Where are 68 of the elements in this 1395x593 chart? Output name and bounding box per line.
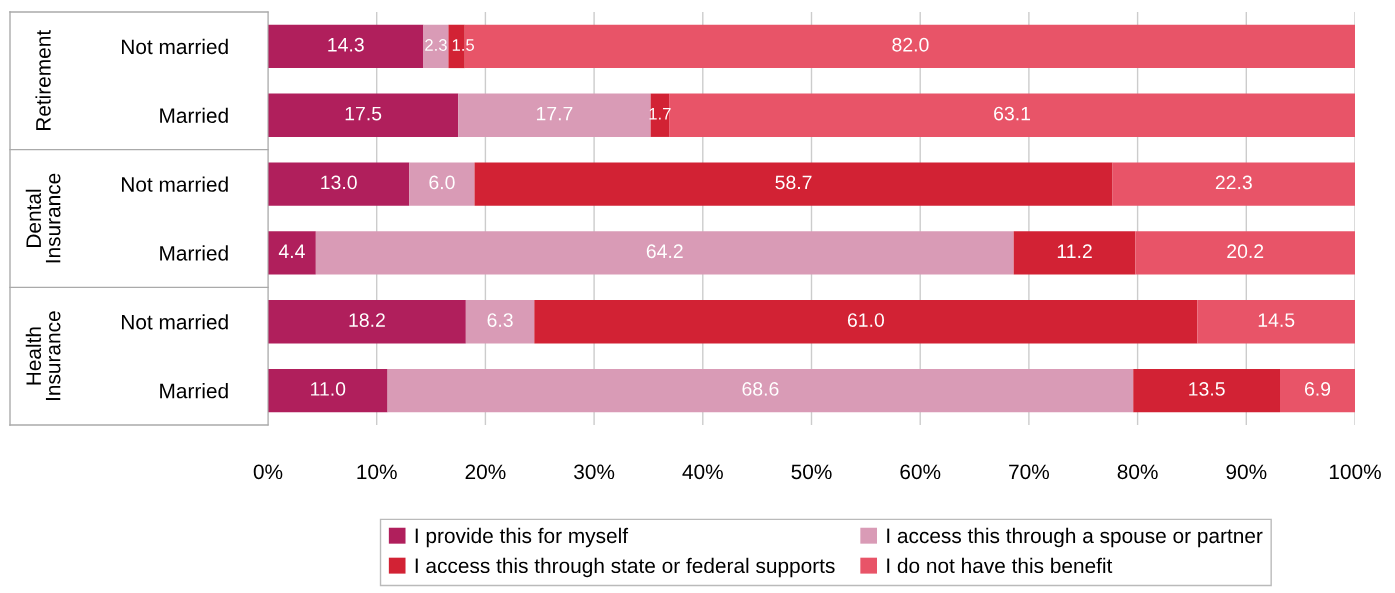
bar — [268, 93, 459, 137]
y-tick-label: Married — [160, 383, 228, 399]
x-tick-label: 100% — [1329, 464, 1381, 480]
bar — [423, 24, 449, 69]
x-tick-label: 0% — [253, 464, 283, 480]
data-label: 11.0 — [311, 382, 346, 396]
bar — [1197, 300, 1355, 344]
data-label: 82.0 — [892, 37, 929, 52]
y-tick-label: Not married — [122, 38, 228, 55]
data-label: 17.5 — [345, 106, 382, 121]
bar — [1112, 162, 1355, 206]
bar — [268, 300, 466, 344]
bar — [315, 231, 1014, 275]
bar — [387, 368, 1134, 413]
data-label: 11.2 — [1057, 244, 1092, 258]
data-label: 13.5 — [1189, 382, 1225, 396]
legend-label: I access this through state or federal supports — [415, 557, 835, 578]
legend-label: I access this through a spouse or partner — [887, 527, 1263, 548]
data-label: 6.0 — [429, 175, 455, 190]
bar — [268, 24, 424, 69]
data-label: 6.9 — [1304, 382, 1331, 396]
x-tick-label: 70% — [1009, 464, 1050, 480]
bar — [409, 162, 475, 206]
x-tick-label: 50% — [791, 464, 832, 480]
data-label: 13.0 — [321, 175, 357, 190]
bar — [669, 93, 1355, 137]
data-label: 61.0 — [847, 313, 885, 327]
data-label: 63.1 — [994, 106, 1031, 121]
x-tick-label: 20% — [465, 464, 506, 480]
bar — [458, 93, 651, 137]
data-label: 14.3 — [328, 37, 364, 52]
legend-label: I do not have this benefit — [887, 557, 1113, 574]
bar — [1133, 368, 1280, 413]
data-label: 18.2 — [349, 313, 385, 327]
data-label: 6.3 — [487, 313, 513, 327]
data-label: 22.3 — [1215, 175, 1252, 190]
x-tick-label: 30% — [574, 464, 615, 480]
y-tick-label: Not married — [122, 314, 228, 330]
bar — [534, 300, 1198, 344]
data-label: 4.4 — [278, 244, 305, 258]
x-tick-label: 60% — [900, 464, 941, 480]
data-label: 2.3 — [425, 39, 447, 51]
bar — [474, 162, 1113, 206]
y-tick-label: Married — [160, 107, 228, 123]
bar — [1280, 368, 1355, 413]
x-tick-label: 80% — [1117, 464, 1158, 480]
bar — [268, 231, 316, 275]
data-label: 14.5 — [1258, 313, 1295, 327]
y-tick-label: Married — [160, 245, 228, 261]
y-tick-label: Not married — [122, 176, 228, 192]
data-label: 68.6 — [742, 382, 779, 396]
data-label: 20.2 — [1227, 244, 1264, 259]
data-label: 64.2 — [646, 244, 683, 259]
data-label: 17.7 — [536, 106, 573, 121]
x-tick-label: 40% — [682, 464, 723, 480]
text: Health Insurance — [25, 311, 61, 400]
data-label: 58.7 — [775, 175, 812, 190]
text: Retirement — [35, 30, 51, 131]
text: Dental Insurance — [25, 173, 61, 263]
bar — [1135, 231, 1355, 275]
x-tick-label: 90% — [1226, 464, 1267, 480]
bar — [268, 162, 410, 206]
data-label: 1.5 — [452, 39, 474, 51]
x-tick-label: 10% — [357, 464, 397, 480]
bar — [465, 300, 535, 344]
bar — [268, 368, 388, 413]
bar — [1013, 231, 1136, 275]
legend-label: I provide this for myself — [415, 527, 629, 548]
